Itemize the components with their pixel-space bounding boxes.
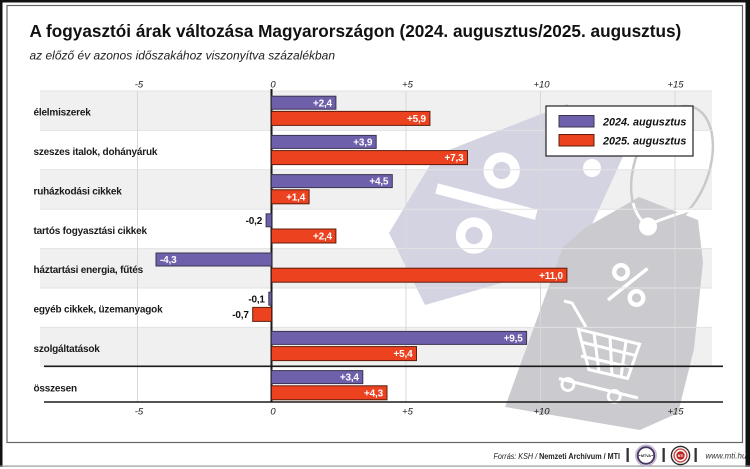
svg-text:+7,3: +7,3 — [445, 153, 465, 164]
svg-text:0: 0 — [270, 407, 276, 418]
svg-text:élelmiszerek: élelmiszerek — [34, 108, 92, 119]
svg-text:2024. augusztus: 2024. augusztus — [602, 117, 686, 129]
svg-text:+5,9: +5,9 — [407, 114, 427, 125]
svg-text:www.mti.hu: www.mti.hu — [706, 452, 747, 461]
svg-text:MTVA: MTVA — [641, 454, 651, 458]
svg-text:-4,3: -4,3 — [160, 255, 177, 266]
svg-text:tartós fogyasztási cikkek: tartós fogyasztási cikkek — [34, 226, 148, 237]
svg-text:háztartási energia, fűtés: háztartási energia, fűtés — [34, 265, 144, 276]
svg-text:egyéb cikkek, üzemanyagok: egyéb cikkek, üzemanyagok — [34, 305, 164, 316]
svg-text:+2,4: +2,4 — [313, 232, 333, 243]
svg-text:2025. augusztus: 2025. augusztus — [602, 136, 686, 148]
svg-text:-0,7: -0,7 — [232, 310, 249, 321]
svg-text:+15: +15 — [667, 80, 684, 91]
svg-text:-5: -5 — [135, 407, 144, 418]
svg-text:szolgáltatások: szolgáltatások — [34, 344, 101, 355]
svg-text:+3,4: +3,4 — [340, 373, 360, 384]
svg-text:-5: -5 — [135, 80, 144, 91]
svg-text:összesen: összesen — [34, 383, 78, 394]
svg-text:+5: +5 — [402, 80, 414, 91]
svg-text:+4,5: +4,5 — [369, 177, 389, 188]
svg-text:az előző év azonos időszakához: az előző év azonos időszakához viszonyít… — [30, 49, 336, 63]
svg-text:+9,5: +9,5 — [504, 334, 524, 345]
svg-text:+10: +10 — [533, 407, 550, 418]
svg-text:+10: +10 — [533, 80, 550, 91]
svg-text:+1,4: +1,4 — [286, 192, 306, 203]
svg-text:0: 0 — [270, 80, 276, 91]
svg-text:-0,2: -0,2 — [246, 216, 263, 227]
svg-text:+5: +5 — [402, 407, 414, 418]
svg-text:A fogyasztói árak változása Ma: A fogyasztói árak változása Magyarország… — [30, 21, 682, 41]
svg-text:MTI: MTI — [678, 454, 684, 458]
svg-text:+15: +15 — [667, 407, 684, 418]
svg-text:+2,4: +2,4 — [313, 98, 333, 109]
svg-text:+11,0: +11,0 — [539, 271, 563, 282]
svg-text:Forrás: KSH / Nemzeti Archívum: Forrás: KSH / Nemzeti Archívum / MTI — [494, 452, 621, 461]
svg-text:+3,9: +3,9 — [353, 138, 373, 149]
svg-text:ruházkodási cikkek: ruházkodási cikkek — [34, 186, 123, 197]
svg-text:szeszes italok, dohányáruk: szeszes italok, dohányáruk — [34, 147, 158, 158]
svg-text:-0,1: -0,1 — [248, 294, 265, 305]
svg-text:+5,4: +5,4 — [394, 349, 414, 360]
svg-text:+4,3: +4,3 — [364, 388, 384, 399]
